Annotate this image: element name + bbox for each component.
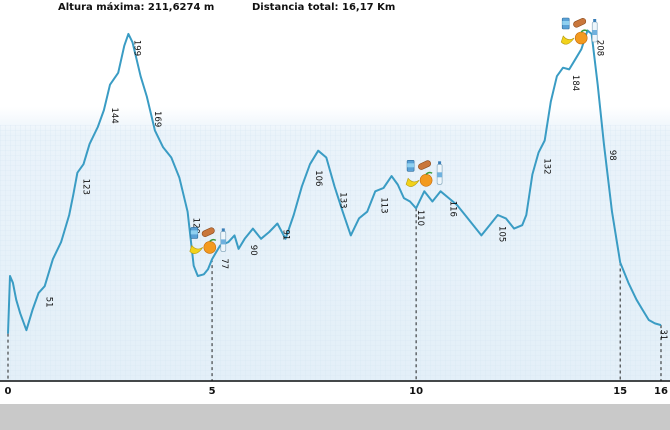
elevation-label: 51 <box>44 297 54 308</box>
elevation-label: 123 <box>80 179 90 195</box>
bread-icon <box>201 227 215 237</box>
footer-band <box>0 404 670 430</box>
elevation-label: 116 <box>448 201 458 217</box>
orange-icon <box>574 29 588 45</box>
elevation-line <box>7 29 662 334</box>
banana-icon <box>405 177 420 187</box>
elevation-label: 144 <box>109 108 119 124</box>
supply-point-icons <box>405 160 443 187</box>
water-bottle-icon <box>591 19 598 43</box>
elevation-label: 113 <box>378 197 388 213</box>
supply-point-icons <box>560 17 598 45</box>
water-bottle-icon <box>436 161 443 185</box>
elevation-label: 133 <box>338 192 348 208</box>
banana-icon <box>560 35 575 45</box>
elevation-label: 208 <box>595 40 605 56</box>
orange-icon <box>419 171 433 187</box>
orange-icon <box>203 238 217 254</box>
banana-icon <box>189 244 204 254</box>
drink-can-icon <box>561 17 570 30</box>
elevation-label: 91 <box>280 229 290 240</box>
bread-icon <box>573 18 587 28</box>
elevation-label: 106 <box>313 170 323 186</box>
drink-can-icon <box>406 160 415 172</box>
max-altitude-label: Altura máxima: 211,6274 m <box>58 2 215 13</box>
elevation-label: 120 <box>191 218 201 234</box>
plot-grid <box>0 125 670 382</box>
elevation-label: 98 <box>607 150 617 161</box>
elevation-label: 31 <box>658 329 668 340</box>
elevation-label: 184 <box>570 75 580 91</box>
elevation-label: 169 <box>152 111 162 127</box>
elevation-label: 105 <box>497 226 507 242</box>
x-tick-label: 15 <box>613 386 627 397</box>
water-bottle-icon <box>220 228 227 252</box>
elevation-label: 110 <box>415 210 425 226</box>
drink-can-icon <box>190 227 199 239</box>
x-tick-label: 0 <box>5 386 12 397</box>
elevation-label: 132 <box>542 158 552 174</box>
elevation-label: 90 <box>248 245 258 256</box>
elevation-label: 199 <box>131 40 141 56</box>
x-tick-label: 10 <box>409 386 423 397</box>
x-tick-label: 5 <box>209 386 216 397</box>
elevation-label: 77 <box>219 258 229 269</box>
supply-point-icons <box>189 227 227 254</box>
total-distance-label: Distancia total: 16,17 Km <box>252 2 396 13</box>
bread-icon <box>418 160 432 170</box>
x-tick-label: 16 <box>654 386 668 397</box>
